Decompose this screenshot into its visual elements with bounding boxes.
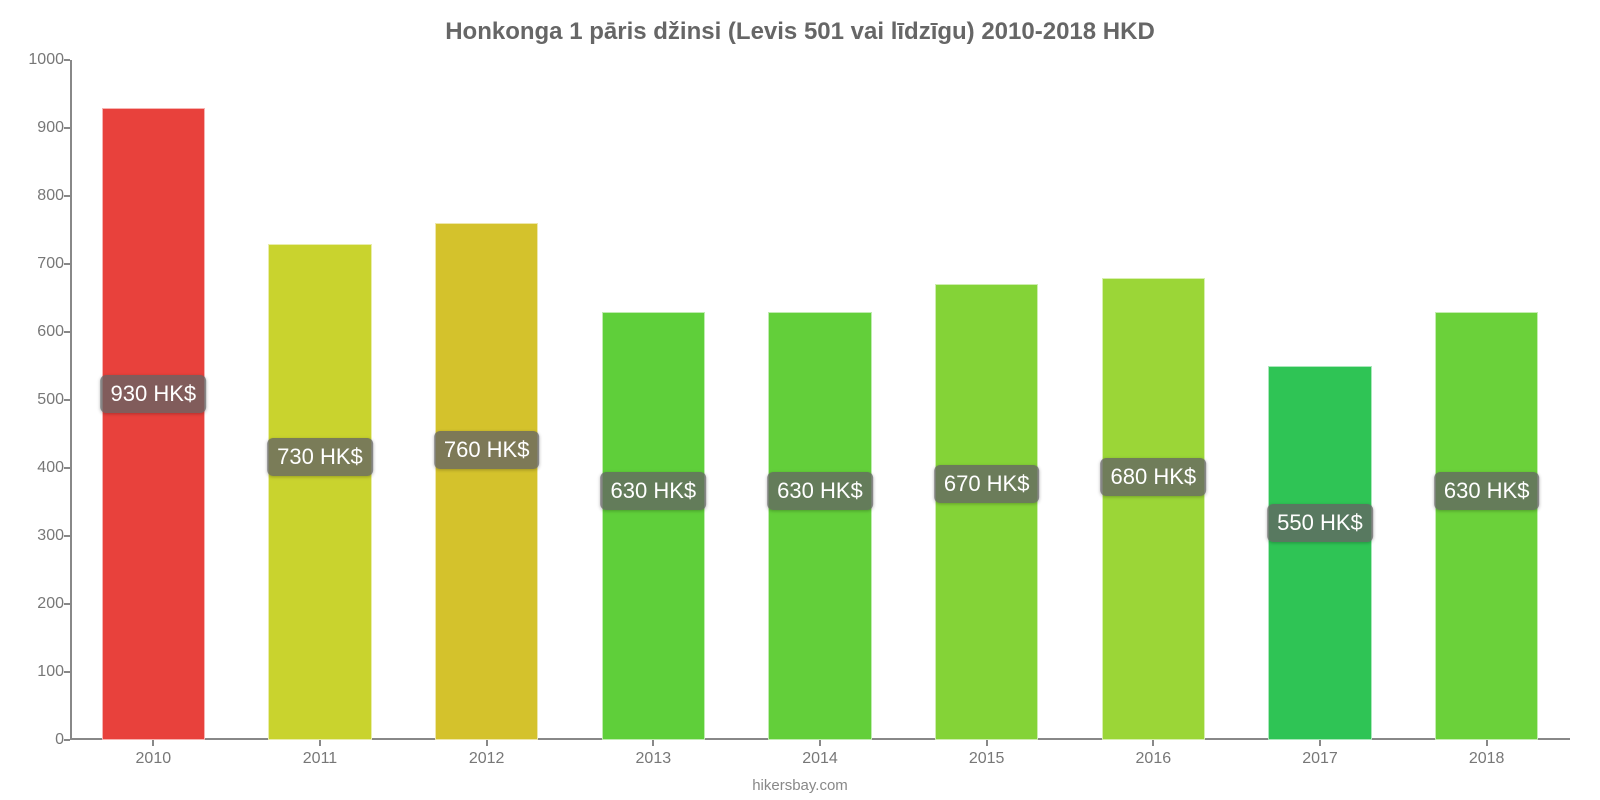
x-tick-label: 2015 (969, 750, 1005, 768)
bar-value-label: 680 HK$ (1101, 458, 1207, 496)
y-tick-label: 300 (20, 527, 64, 545)
y-tick-label: 600 (20, 323, 64, 341)
y-tick-label: 800 (20, 187, 64, 205)
bar-value-label: 760 HK$ (434, 431, 540, 469)
x-tick-label: 2010 (136, 750, 172, 768)
y-tick-mark (64, 127, 70, 129)
bar-value-label: 630 HK$ (1434, 472, 1540, 510)
bar-slot: 550 HK$2017 (1237, 60, 1404, 740)
bar (1102, 278, 1205, 740)
x-tick-mark (1319, 740, 1321, 746)
x-tick-mark (1152, 740, 1154, 746)
bar (102, 108, 205, 740)
x-tick-label: 2013 (636, 750, 672, 768)
y-tick-mark (64, 399, 70, 401)
plot-area: 930 HK$2010730 HK$2011760 HK$2012630 HK$… (70, 60, 1570, 740)
y-tick-mark (64, 535, 70, 537)
x-tick-label: 2014 (802, 750, 838, 768)
y-tick-mark (64, 59, 70, 61)
y-tick-label: 700 (20, 255, 64, 273)
y-tick-label: 900 (20, 119, 64, 137)
bar (1268, 366, 1371, 740)
y-tick-mark (64, 739, 70, 741)
y-tick-label: 400 (20, 459, 64, 477)
x-tick-label: 2012 (469, 750, 505, 768)
chart-title: Honkonga 1 pāris džinsi (Levis 501 vai l… (0, 18, 1600, 46)
x-tick-mark (319, 740, 321, 746)
y-tick-label: 200 (20, 595, 64, 613)
bar-value-label: 630 HK$ (767, 472, 873, 510)
bar-value-label: 550 HK$ (1267, 504, 1373, 542)
bar-value-label: 670 HK$ (934, 465, 1040, 503)
x-tick-mark (819, 740, 821, 746)
bar-slot: 680 HK$2016 (1070, 60, 1237, 740)
y-tick-mark (64, 671, 70, 673)
bar-value-label: 630 HK$ (601, 472, 707, 510)
x-tick-label: 2011 (303, 750, 337, 768)
bar-value-label: 930 HK$ (101, 375, 207, 413)
bar-slot: 630 HK$2014 (737, 60, 904, 740)
x-tick-label: 2017 (1302, 750, 1338, 768)
x-tick-mark (1486, 740, 1488, 746)
bar-value-label: 730 HK$ (267, 438, 373, 476)
x-tick-mark (652, 740, 654, 746)
y-tick-label: 1000 (20, 51, 64, 69)
y-tick-mark (64, 603, 70, 605)
y-tick-label: 0 (20, 731, 64, 749)
bar-slot: 760 HK$2012 (403, 60, 570, 740)
chart-footer: hikersbay.com (0, 777, 1600, 794)
bar-slot: 670 HK$2015 (903, 60, 1070, 740)
x-tick-mark (486, 740, 488, 746)
y-tick-mark (64, 331, 70, 333)
bar (602, 312, 705, 740)
x-tick-mark (152, 740, 154, 746)
chart-container: Honkonga 1 pāris džinsi (Levis 501 vai l… (0, 0, 1600, 800)
x-tick-label: 2018 (1469, 750, 1505, 768)
x-tick-mark (986, 740, 988, 746)
bar (935, 284, 1038, 740)
bar (268, 244, 371, 740)
bar-slot: 930 HK$2010 (70, 60, 237, 740)
y-tick-label: 100 (20, 663, 64, 681)
y-tick-mark (64, 263, 70, 265)
y-tick-mark (64, 195, 70, 197)
bar-slot: 630 HK$2013 (570, 60, 737, 740)
bar (768, 312, 871, 740)
x-tick-label: 2016 (1136, 750, 1172, 768)
y-tick-label: 500 (20, 391, 64, 409)
bar (435, 223, 538, 740)
bars-group: 930 HK$2010730 HK$2011760 HK$2012630 HK$… (70, 60, 1570, 740)
y-tick-mark (64, 467, 70, 469)
bar-slot: 630 HK$2018 (1403, 60, 1570, 740)
bar-slot: 730 HK$2011 (237, 60, 404, 740)
bar (1435, 312, 1538, 740)
